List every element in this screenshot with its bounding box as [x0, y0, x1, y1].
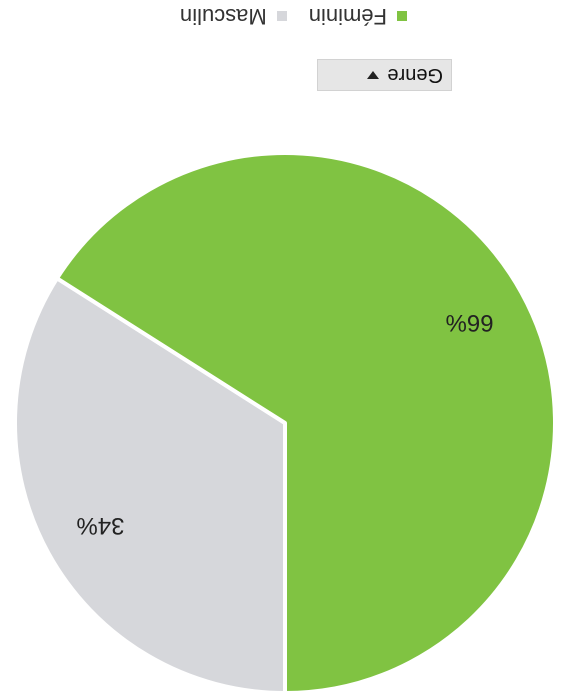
legend-swatch-feminin: [397, 11, 407, 21]
legend-label-masculin: Masculin: [179, 4, 267, 29]
legend-entry-feminin[interactable]: Féminin: [309, 3, 407, 29]
legend-label-feminin: Féminin: [308, 4, 387, 29]
legend-swatch-masculin: [276, 11, 287, 21]
data-label-masculin: 34%: [76, 512, 124, 539]
legend-entry-masculin[interactable]: Masculin: [180, 3, 287, 29]
chart-legend: Féminin Masculin: [180, 3, 407, 29]
genre-filter-button[interactable]: Genre: [317, 59, 452, 91]
data-label-feminin: 66%: [446, 309, 494, 336]
chevron-down-icon: [367, 71, 380, 79]
filter-label: Genre: [387, 64, 443, 87]
pie-slice-feminin[interactable]: [55, 151, 557, 695]
